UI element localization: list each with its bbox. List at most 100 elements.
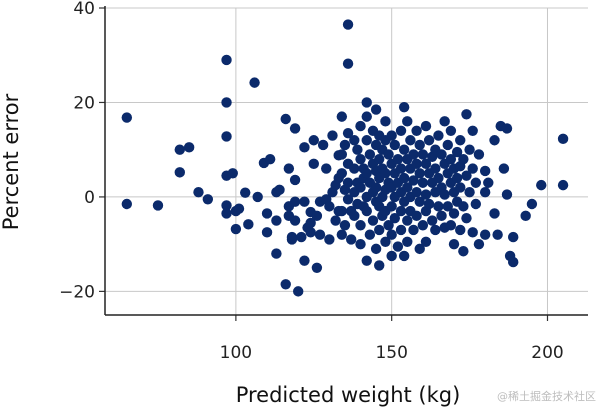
data-point (395, 163, 407, 174)
x-tick-label: 100 (220, 343, 252, 363)
data-point (467, 125, 478, 136)
data-point (233, 203, 245, 214)
data-point (355, 238, 366, 250)
x-tick-label: 150 (375, 343, 407, 363)
data-point (436, 149, 447, 160)
data-point (271, 215, 282, 226)
data-point (423, 198, 435, 210)
data-point (336, 168, 348, 179)
data-point (489, 208, 500, 219)
data-point (423, 135, 435, 146)
data-point (349, 163, 360, 174)
data-point (489, 135, 500, 146)
data-point (445, 153, 457, 165)
data-point (498, 163, 510, 174)
data-point (380, 168, 391, 179)
data-point (221, 97, 232, 108)
data-point (508, 231, 519, 243)
data-point (121, 112, 133, 123)
data-point (470, 198, 482, 210)
data-point (408, 175, 419, 186)
data-point (458, 153, 469, 165)
data-point (289, 196, 301, 207)
data-point (536, 179, 547, 191)
data-point (467, 163, 478, 174)
data-point (408, 224, 419, 236)
data-point (464, 187, 475, 198)
data-point (442, 201, 453, 212)
data-point (386, 201, 397, 212)
x-tick-label: 200 (531, 343, 563, 363)
data-point (398, 172, 410, 184)
data-point (324, 201, 335, 212)
y-tick-label: 0 (84, 188, 95, 208)
data-point (227, 168, 238, 179)
data-point (433, 201, 444, 212)
data-point (430, 163, 441, 174)
data-point (461, 109, 472, 120)
data-points (121, 19, 569, 297)
data-point (361, 111, 372, 122)
data-point (420, 120, 432, 132)
data-point (364, 149, 376, 160)
data-point (430, 224, 441, 236)
data-point (448, 238, 460, 250)
data-point (395, 224, 407, 236)
data-point (557, 133, 569, 145)
data-point (411, 158, 422, 170)
data-point (420, 158, 432, 170)
data-point (286, 234, 298, 245)
data-point (339, 139, 351, 151)
data-point (408, 149, 419, 160)
data-point (398, 101, 410, 113)
data-point (361, 97, 372, 108)
data-point (305, 217, 316, 229)
data-point (483, 177, 494, 188)
data-point (461, 170, 472, 181)
data-point (342, 177, 354, 188)
data-point (342, 127, 354, 139)
data-point (411, 187, 422, 198)
data-point (442, 139, 453, 151)
data-point (455, 135, 466, 146)
data-point (417, 220, 429, 231)
data-point (336, 149, 348, 160)
data-point (317, 139, 329, 151)
data-point (398, 144, 410, 155)
data-point (389, 139, 400, 151)
data-point (451, 172, 463, 184)
data-point (174, 144, 185, 155)
data-point (414, 196, 425, 207)
data-point (479, 165, 491, 177)
data-point (389, 212, 400, 224)
data-point (383, 220, 394, 231)
data-point (289, 123, 301, 134)
y-axis-label: Percent error (0, 93, 23, 230)
data-point (402, 116, 413, 127)
data-point (221, 131, 232, 142)
data-point (342, 58, 354, 69)
data-point (420, 236, 432, 247)
data-point (299, 142, 310, 153)
tick-labels: 100 150 200 −20 0 20 40 (59, 0, 564, 363)
data-point (252, 191, 263, 203)
data-point (402, 236, 413, 247)
data-point (174, 167, 185, 178)
data-point (345, 234, 357, 245)
x-axis-label: Predicted weight (kg) (236, 383, 461, 407)
data-point (411, 210, 422, 222)
watermark: @稀土掘金技术社区 (497, 390, 596, 403)
data-point (470, 177, 482, 188)
data-point (439, 116, 450, 127)
data-point (249, 77, 260, 88)
data-point (221, 208, 232, 219)
data-point (296, 231, 307, 243)
data-point (467, 227, 478, 238)
data-point (392, 153, 404, 165)
data-point (426, 215, 438, 226)
data-point (152, 200, 164, 211)
data-point (402, 182, 413, 193)
data-point (433, 130, 444, 141)
data-point (436, 210, 447, 222)
